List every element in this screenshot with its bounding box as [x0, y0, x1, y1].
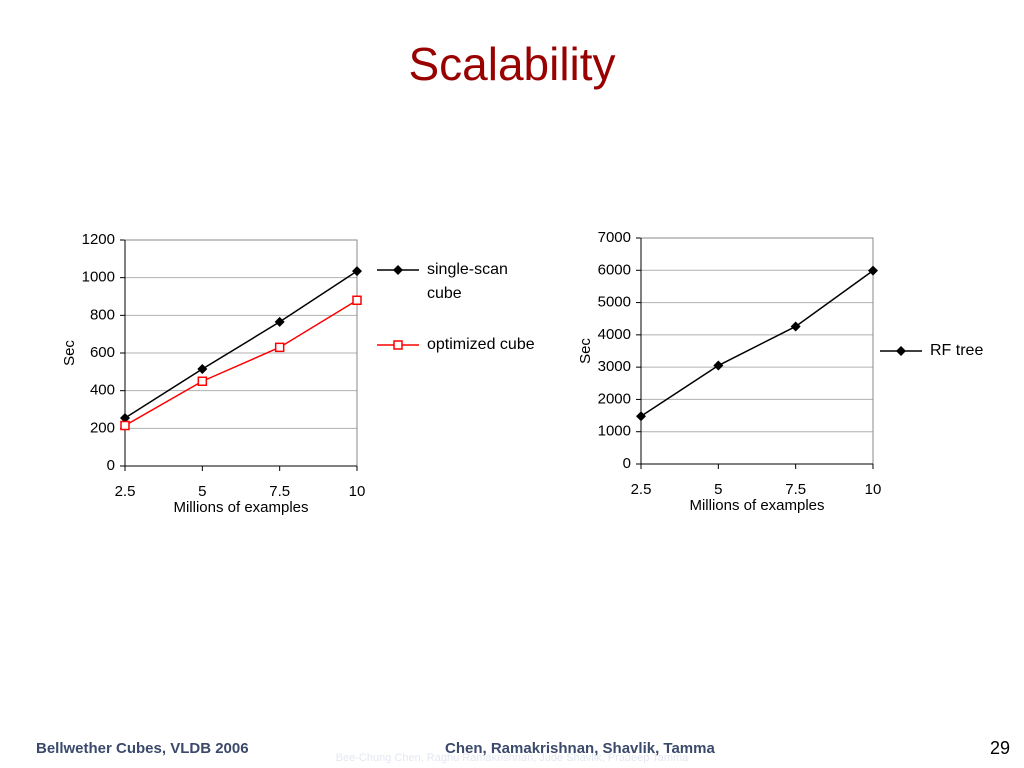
x-tick-label: 2.5 — [115, 483, 136, 500]
x-tick-label: 10 — [349, 483, 366, 500]
x-tick-label: 2.5 — [631, 481, 652, 498]
y-tick-label: 2000 — [598, 390, 631, 407]
y-tick-label: 1200 — [82, 231, 115, 248]
marker — [868, 265, 878, 276]
marker — [197, 376, 208, 386]
series-line — [124, 270, 358, 419]
x-tick-label: 5 — [714, 481, 722, 498]
y-tick-label: 0 — [107, 457, 115, 474]
x-axis-label: Millions of examples — [689, 497, 824, 514]
y-tick-label: 6000 — [598, 261, 631, 278]
series-line — [124, 299, 358, 427]
watermark: Bee-Chung Chen, Raghu Ramakrishnan, Jude… — [336, 752, 689, 764]
legend-label: RF tree — [930, 342, 984, 359]
slide-title: Scalability — [408, 38, 615, 90]
series-line — [640, 270, 874, 417]
x-axis-label: Millions of examples — [173, 499, 308, 516]
footer-left: Bellwether Cubes, VLDB 2006 — [36, 740, 249, 757]
legend-label: optimized cube — [427, 336, 535, 353]
legend-marker — [393, 265, 403, 275]
y-tick-label: 7000 — [598, 229, 631, 246]
marker — [790, 321, 801, 332]
plot-border — [640, 237, 874, 465]
legend-label: single-scan cube — [427, 261, 508, 302]
y-tick-label: 200 — [90, 419, 115, 436]
marker — [274, 316, 285, 327]
page-number: 29 — [990, 738, 1011, 758]
y-axis-label: Sec — [61, 340, 78, 366]
x-tick-label: 7.5 — [785, 481, 806, 498]
marker — [120, 412, 130, 423]
y-tick-label: 4000 — [598, 326, 631, 343]
legend-marker — [393, 340, 403, 350]
y-tick-label: 800 — [90, 306, 115, 323]
y-tick-label: 600 — [90, 344, 115, 361]
y-tick-label: 1000 — [598, 423, 631, 440]
y-tick-label: 5000 — [598, 294, 631, 311]
y-axis-label: Sec — [577, 338, 594, 364]
x-tick-label: 5 — [198, 483, 206, 500]
marker — [274, 342, 285, 353]
marker — [352, 295, 362, 306]
legend-marker — [896, 346, 906, 356]
x-tick-label: 10 — [865, 481, 882, 498]
marker — [352, 266, 362, 277]
marker — [713, 360, 724, 371]
y-tick-label: 400 — [90, 382, 115, 399]
marker — [197, 364, 208, 375]
marker — [120, 420, 130, 431]
y-tick-label: 0 — [623, 455, 631, 472]
x-tick-label: 7.5 — [269, 483, 290, 500]
footer-center: Chen, Ramakrishnan, Shavlik, Tamma — [445, 740, 715, 757]
y-tick-label: 1000 — [82, 269, 115, 286]
y-tick-label: 3000 — [598, 358, 631, 375]
marker — [636, 411, 646, 422]
